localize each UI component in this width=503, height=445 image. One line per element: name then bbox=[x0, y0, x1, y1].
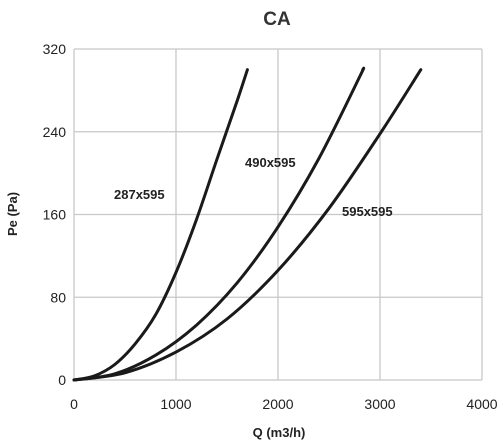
y-tick-label: 240 bbox=[43, 124, 67, 140]
grid bbox=[73, 48, 483, 381]
x-tick-label: 4000 bbox=[466, 396, 497, 412]
x-tick-label: 1000 bbox=[160, 396, 191, 412]
x-axis-label: Q (m3/h) bbox=[253, 425, 306, 440]
y-tick-label: 80 bbox=[50, 289, 66, 305]
y-tick-label: 320 bbox=[43, 41, 67, 57]
x-tick-label: 2000 bbox=[262, 396, 293, 412]
y-tick-label: 0 bbox=[58, 372, 66, 388]
series-curve-595x595 bbox=[72, 68, 423, 382]
series-labels: 287x595 490x595 595x595 bbox=[114, 155, 393, 219]
y-tick-label: 160 bbox=[43, 207, 67, 223]
tick-labels: 0 1000 2000 3000 4000 0 80 160 240 320 bbox=[43, 41, 498, 412]
series-curves bbox=[72, 66, 423, 382]
x-tick-label: 3000 bbox=[364, 396, 395, 412]
series-curve-287x595 bbox=[72, 68, 249, 382]
y-axis-label: Pe (Pa) bbox=[5, 192, 20, 236]
x-tick-label: 0 bbox=[70, 396, 78, 412]
series-label: 287x595 bbox=[114, 187, 165, 202]
series-label: 490x595 bbox=[245, 155, 296, 170]
series-label: 595x595 bbox=[342, 204, 393, 219]
chart-title: CA bbox=[263, 9, 291, 30]
series-curve-490x595 bbox=[72, 66, 366, 382]
